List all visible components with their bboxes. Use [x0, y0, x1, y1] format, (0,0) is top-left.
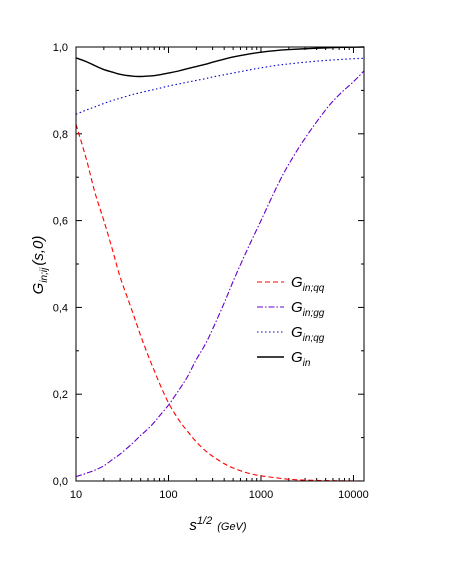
y-axis-title: Gin;ij(s,0): [30, 236, 50, 295]
y-tick-label: 1,0: [53, 42, 68, 54]
legend-label: Gin;qq: [291, 274, 325, 294]
series-g-in-qg-line: [75, 57, 365, 115]
legend-entry-g-in-gg: Gin;gg: [257, 299, 325, 319]
x-axis-title: s1/2 (GeV): [189, 515, 246, 534]
axis-ticks: [75, 46, 364, 482]
series-layer: [75, 46, 365, 482]
x-tick-label: 1000: [249, 489, 273, 501]
axis-labels: 10 100 1000 10000 0,0 0,2 0,4 0,6 0,8 1,0: [53, 42, 369, 501]
y-tick-label: 0,4: [53, 302, 68, 314]
legend-label: Gin;gg: [291, 299, 325, 319]
legend-entry-g-in: Gin: [257, 349, 311, 369]
series-g-in-gg-line: [75, 70, 365, 478]
y-tick-label: 0,6: [53, 216, 68, 228]
legend-entry-g-in-qg: Gin;qg: [257, 324, 325, 344]
series-g-in-line: [75, 46, 365, 78]
x-tick-label: 10: [70, 489, 82, 501]
plot-frame: [75, 46, 365, 482]
x-tick-label: 100: [159, 489, 177, 501]
y-tick-label: 0,2: [53, 389, 68, 401]
legend-entry-g-in-qq: Gin;qq: [257, 274, 325, 294]
legend: Gin;qq Gin;gg Gin;qg Gin: [257, 274, 325, 369]
x-tick-label: 10000: [338, 489, 369, 501]
legend-label: Gin: [291, 349, 311, 369]
y-tick-label: 0,0: [53, 476, 68, 488]
legend-label: Gin;qg: [291, 324, 325, 344]
series-g-in-qq-line: [75, 124, 365, 482]
y-tick-label: 0,8: [53, 129, 68, 141]
